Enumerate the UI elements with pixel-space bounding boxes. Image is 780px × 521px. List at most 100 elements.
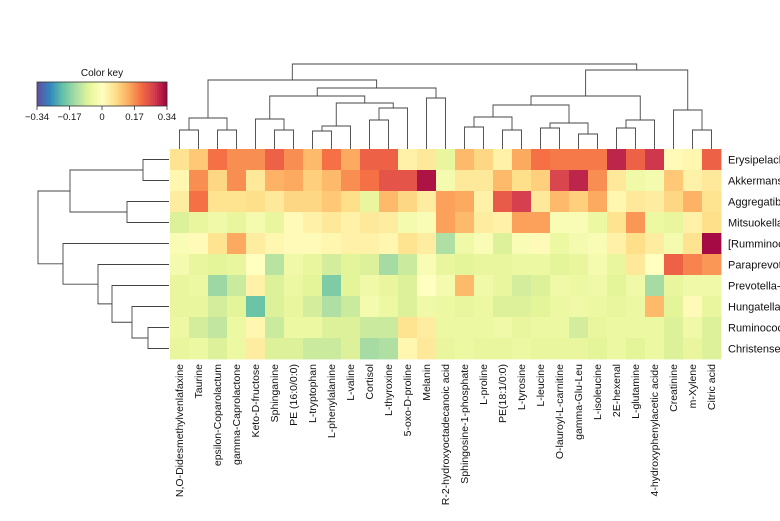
color-key-segment: [41, 82, 44, 106]
column-label: Sphinganine: [269, 364, 281, 423]
heatmap-cell: [512, 317, 532, 339]
color-key-segment: [129, 82, 132, 106]
heatmap-cell: [303, 275, 323, 297]
column-dendrogram-link: [335, 102, 394, 126]
heatmap-cell: [360, 191, 380, 213]
color-key-segment: [147, 82, 150, 106]
heatmap-cell: [227, 149, 247, 171]
heatmap-cell: [436, 296, 456, 318]
column-dendrogram-link: [369, 119, 389, 149]
heatmap-cell: [626, 338, 646, 360]
heatmap-cell: [322, 254, 342, 276]
heatmap-cell: [512, 191, 532, 213]
heatmap-cell: [398, 191, 418, 213]
heatmap-cell: [284, 317, 304, 339]
heatmap-cell: [379, 338, 399, 360]
heatmap-cell: [455, 317, 475, 339]
heatmap-cell: [550, 317, 570, 339]
heatmap-cell: [569, 254, 589, 276]
heatmap-cell: [417, 212, 437, 234]
heatmap-cell: [550, 191, 570, 213]
color-key-segment: [121, 82, 124, 106]
heatmap-cell: [189, 149, 209, 171]
color-key-segment: [53, 82, 56, 106]
heatmap-cell: [645, 149, 665, 171]
column-label: L-valine: [345, 364, 357, 401]
heatmap-cell: [341, 338, 361, 360]
heatmap-cell: [455, 275, 475, 297]
column-dendrogram: [179, 63, 712, 149]
heatmap-cell: [626, 191, 646, 213]
color-key-segment: [135, 82, 138, 106]
color-key-segment: [117, 82, 120, 106]
heatmap-cell: [284, 275, 304, 297]
heatmap-cell: [664, 275, 684, 297]
color-key-segment: [83, 82, 86, 106]
heatmap-cell: [588, 212, 608, 234]
color-key-segment: [143, 82, 146, 106]
heatmap-cell: [341, 191, 361, 213]
column-label: R-2-hydroxyoctadecanoic acid: [440, 364, 452, 505]
heatmap-cell: [360, 317, 380, 339]
color-key-segment: [47, 82, 50, 106]
heatmap-cell: [303, 191, 323, 213]
heatmap-cell: [436, 317, 456, 339]
column-dendrogram-link: [274, 129, 294, 149]
color-key-segment: [103, 82, 106, 106]
heatmap-cell: [227, 170, 247, 192]
color-key-segment: [69, 82, 72, 106]
row-label: Prevotella-2: [728, 281, 780, 293]
column-label: O-lauroyl-L-carnitine: [554, 364, 566, 459]
heatmap-cell: [607, 212, 627, 234]
heatmap-cell: [702, 296, 722, 318]
heatmap-cell: [189, 170, 209, 192]
heatmap-cell: [493, 149, 513, 171]
heatmap-cell: [417, 149, 437, 171]
heatmap-cell: [683, 275, 703, 297]
column-label: L-tryptophan: [307, 364, 319, 423]
heatmap-cell: [322, 170, 342, 192]
row-dendrogram-link: [37, 190, 70, 265]
heatmap-cell: [379, 149, 399, 171]
heatmap-cell: [474, 296, 494, 318]
heatmap-cell: [417, 296, 437, 318]
heatmap-cell: [265, 212, 285, 234]
row-label: Ruminococcaceae-UCG-014: [728, 323, 780, 335]
heatmap-cell: [360, 170, 380, 192]
column-label: Creatinine: [668, 364, 680, 412]
color-key-segment: [111, 82, 114, 106]
heatmap-cell: [379, 317, 399, 339]
row-dendrogram-link: [142, 159, 169, 181]
heatmap-cell: [550, 254, 570, 276]
heatmap-cell: [208, 191, 228, 213]
heatmap-cell: [588, 317, 608, 339]
column-dendrogram-link: [255, 118, 285, 149]
heatmap-cell: [512, 149, 532, 171]
heatmap-cell: [493, 317, 513, 339]
heatmap-cell: [626, 296, 646, 318]
heatmap-cell: [474, 149, 494, 171]
color-key-segment: [63, 82, 66, 106]
color-key-segment: [93, 82, 96, 106]
heatmap-cell: [208, 296, 228, 318]
color-key-segment: [127, 82, 130, 106]
heatmap-cell: [170, 170, 190, 192]
color-key-segment: [125, 82, 128, 106]
color-key-segment: [51, 82, 54, 106]
heatmap-cell: [493, 191, 513, 213]
heatmap-cell: [531, 212, 551, 234]
heatmap-cell: [474, 275, 494, 297]
heatmap-cell: [436, 275, 456, 297]
heatmap-cell: [493, 233, 513, 255]
heatmap-cell: [265, 338, 285, 360]
column-dendrogram-link: [502, 129, 522, 149]
color-key-segment: [39, 82, 42, 106]
column-dendrogram-link: [585, 69, 689, 110]
heatmap-cell: [246, 233, 266, 255]
column-label: L-tyrosine: [516, 364, 528, 410]
row-label: Christensenellceae-R-7-G: [728, 344, 780, 356]
heatmap-cell: [550, 296, 570, 318]
heatmap-cell: [569, 170, 589, 192]
heatmap-cell: [493, 212, 513, 234]
